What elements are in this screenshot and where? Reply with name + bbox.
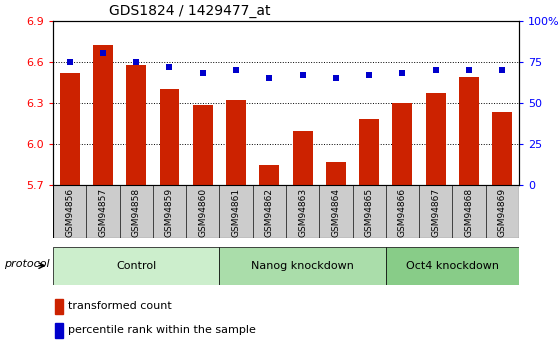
Text: GDS1824 / 1429477_at: GDS1824 / 1429477_at <box>109 4 271 18</box>
Bar <box>386 247 519 285</box>
Bar <box>55 323 63 338</box>
Bar <box>426 93 446 185</box>
Bar <box>93 45 113 185</box>
Bar <box>219 247 386 285</box>
Bar <box>226 100 246 185</box>
Point <box>165 64 174 69</box>
Text: GSM94858: GSM94858 <box>132 188 141 237</box>
Text: GSM94863: GSM94863 <box>298 188 307 237</box>
Point <box>132 59 141 65</box>
Text: protocol: protocol <box>4 259 50 269</box>
Bar <box>259 165 280 185</box>
Text: Oct4 knockdown: Oct4 knockdown <box>406 261 499 270</box>
Bar <box>386 185 419 238</box>
Text: Control: Control <box>116 261 156 270</box>
Text: GSM94868: GSM94868 <box>464 188 474 237</box>
Bar <box>53 185 86 238</box>
Point <box>498 67 507 73</box>
Point <box>431 67 440 73</box>
Point <box>365 72 374 78</box>
Text: GSM94860: GSM94860 <box>198 188 207 237</box>
Bar <box>326 162 346 185</box>
Bar <box>292 131 312 185</box>
Point <box>198 70 207 76</box>
Bar <box>186 185 219 238</box>
Point <box>65 59 74 65</box>
Bar <box>492 112 512 185</box>
Point <box>98 51 107 56</box>
Bar <box>153 185 186 238</box>
Bar <box>419 185 453 238</box>
Bar <box>126 65 146 185</box>
Text: GSM94866: GSM94866 <box>398 188 407 237</box>
Text: GSM94859: GSM94859 <box>165 188 174 237</box>
Text: GSM94869: GSM94869 <box>498 188 507 237</box>
Text: GSM94856: GSM94856 <box>65 188 74 237</box>
Bar <box>392 103 412 185</box>
Bar <box>219 185 253 238</box>
Point <box>298 72 307 78</box>
Bar <box>119 185 153 238</box>
Text: GSM94861: GSM94861 <box>232 188 240 237</box>
Point <box>265 75 274 81</box>
Bar <box>193 105 213 185</box>
Bar <box>319 185 353 238</box>
Bar <box>353 185 386 238</box>
Bar <box>286 185 319 238</box>
Bar <box>253 185 286 238</box>
Text: Nanog knockdown: Nanog knockdown <box>251 261 354 270</box>
Text: percentile rank within the sample: percentile rank within the sample <box>68 325 256 335</box>
Bar <box>359 119 379 185</box>
Bar <box>53 247 219 285</box>
Point <box>232 67 240 73</box>
Bar <box>160 89 180 185</box>
Point <box>331 75 340 81</box>
Text: GSM94867: GSM94867 <box>431 188 440 237</box>
Bar <box>86 185 119 238</box>
Text: GSM94864: GSM94864 <box>331 188 340 237</box>
Text: GSM94857: GSM94857 <box>98 188 108 237</box>
Bar <box>485 185 519 238</box>
Bar <box>60 72 80 185</box>
Text: GSM94865: GSM94865 <box>365 188 374 237</box>
Bar <box>453 185 485 238</box>
Point <box>465 67 474 73</box>
Bar <box>55 299 63 314</box>
Text: transformed count: transformed count <box>68 301 171 311</box>
Bar <box>459 77 479 185</box>
Text: GSM94862: GSM94862 <box>265 188 274 237</box>
Point <box>398 70 407 76</box>
